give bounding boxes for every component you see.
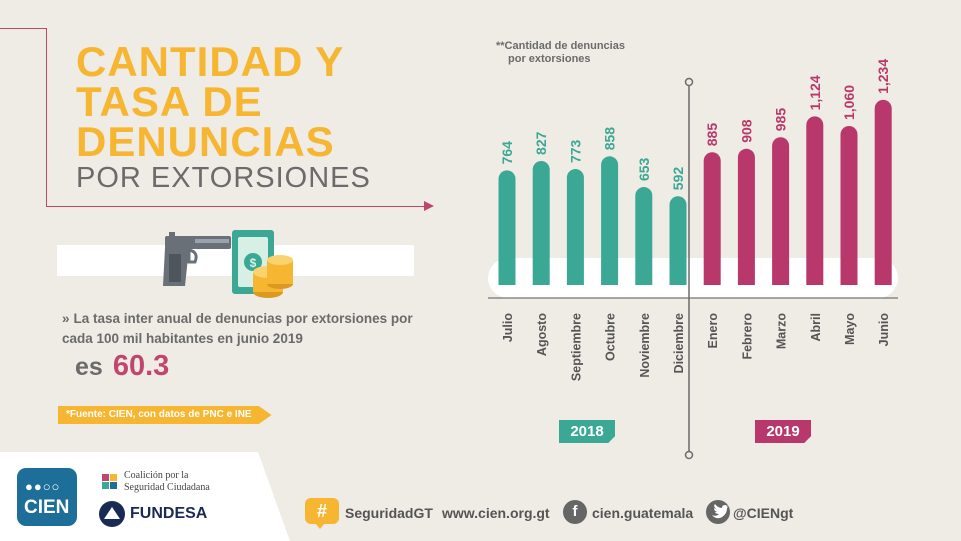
value-label-marzo: 985 bbox=[773, 108, 789, 132]
facebook-icon: f bbox=[563, 500, 587, 524]
category-label-marzo: Marzo bbox=[775, 313, 789, 349]
hashtag-icon: # bbox=[305, 498, 339, 529]
value-label-noviembre: 653 bbox=[636, 157, 652, 181]
bar-julio bbox=[498, 170, 516, 285]
frame-arrow-icon bbox=[424, 201, 434, 211]
title-line-3: DENUNCIAS bbox=[76, 118, 335, 165]
cien-logo-dots-icon: ●●○○ bbox=[25, 479, 61, 494]
chart-note-line-1: **Cantidad de denuncias bbox=[496, 40, 625, 52]
value-label-septiembre: 773 bbox=[567, 139, 583, 163]
title-line-2: TASA DE bbox=[76, 78, 263, 125]
year-tag-2018: 2018 bbox=[559, 420, 615, 443]
cien-logo: ●●○○ CIEN bbox=[17, 468, 77, 526]
twitter-icon bbox=[706, 500, 730, 524]
chart-baseline-band bbox=[488, 258, 898, 298]
hashtag-link[interactable]: SeguridadGT bbox=[345, 505, 433, 521]
value-label-octubre: 858 bbox=[602, 127, 618, 151]
cien-logo-text: CIEN bbox=[24, 497, 70, 518]
frame-vertical-line bbox=[46, 28, 47, 207]
frame-top-line bbox=[0, 28, 47, 29]
bar-octubre bbox=[601, 156, 619, 285]
bar-marzo bbox=[772, 137, 790, 285]
twitter-link[interactable]: @CIENgt bbox=[733, 505, 794, 521]
rate-description: » La tasa inter anual de denuncias por ex… bbox=[62, 309, 422, 349]
bullet-icon: » bbox=[62, 311, 70, 326]
value-label-mayo: 1,060 bbox=[841, 85, 857, 120]
bar-mayo bbox=[840, 126, 858, 285]
chart-note: **Cantidad de denuncias por extorsiones bbox=[496, 40, 625, 66]
bar-abril bbox=[806, 116, 824, 286]
value-label-enero: 885 bbox=[704, 123, 720, 147]
coalicion-text: Coalición por la Seguridad Ciudadana bbox=[124, 470, 210, 494]
facebook-link[interactable]: cien.guatemala bbox=[592, 505, 694, 521]
value-label-julio: 764 bbox=[499, 141, 515, 165]
subtitle: POR EXTORSIONES bbox=[76, 162, 371, 194]
coalicion-text-line-1: Coalición por la bbox=[124, 470, 189, 481]
rate-value: 60.3 bbox=[112, 350, 170, 382]
coins-icon bbox=[253, 255, 293, 298]
category-label-enero: Enero bbox=[706, 313, 720, 349]
category-label-diciembre: Diciembre bbox=[672, 313, 686, 373]
value-label-junio: 1,234 bbox=[875, 59, 891, 94]
website-link[interactable]: www.cien.org.gt bbox=[442, 505, 550, 521]
category-label-agosto: Agosto bbox=[535, 313, 549, 356]
category-label-junio: Junio bbox=[877, 313, 891, 347]
category-label-abril: Abril bbox=[809, 313, 823, 341]
rate-description-text: La tasa inter anual de denuncias por ext… bbox=[62, 311, 413, 346]
year-divider-bottom-dot bbox=[684, 450, 694, 460]
fundesa-text: FUNDESA bbox=[130, 505, 208, 522]
bar-noviembre bbox=[635, 187, 653, 285]
year-divider-top-dot bbox=[684, 77, 694, 87]
category-label-noviembre: Noviembre bbox=[638, 313, 652, 378]
bar-enero bbox=[703, 152, 721, 285]
value-label-agosto: 827 bbox=[533, 131, 549, 155]
gun-icon bbox=[163, 232, 231, 286]
bar-septiembre bbox=[566, 169, 584, 285]
fundesa-emblem-icon bbox=[99, 501, 125, 527]
coalicion-text-line-2: Seguridad Ciudadana bbox=[124, 482, 210, 493]
rate-prefix: es bbox=[75, 353, 103, 381]
frame-horizontal-line bbox=[46, 206, 426, 207]
coalicion-emblem-icon bbox=[102, 474, 117, 489]
value-label-febrero: 908 bbox=[738, 119, 754, 143]
rate-value-line: es 60.3 bbox=[75, 350, 169, 383]
coalicion-logo: Coalición por la Seguridad Ciudadana bbox=[98, 468, 228, 498]
year-tag-2019: 2019 bbox=[755, 420, 811, 443]
value-label-diciembre: 592 bbox=[670, 167, 686, 191]
category-label-octubre: Octubre bbox=[604, 313, 618, 361]
svg-text:$: $ bbox=[250, 256, 257, 270]
chart-note-line-2: por extorsiones bbox=[508, 53, 591, 65]
bar-febrero bbox=[737, 148, 755, 285]
category-label-mayo: Mayo bbox=[843, 313, 857, 345]
source-note: *Fuente: CIEN, con datos de PNC e INE bbox=[58, 406, 272, 424]
bar-junio bbox=[874, 99, 892, 286]
bar-agosto bbox=[532, 160, 550, 285]
fundesa-logo: FUNDESA bbox=[98, 500, 228, 530]
category-label-julio: Julio bbox=[501, 313, 515, 343]
title-line-1: CANTIDAD Y bbox=[76, 38, 345, 85]
value-label-abril: 1,124 bbox=[807, 75, 823, 110]
category-label-febrero: Febrero bbox=[740, 313, 754, 360]
bar-diciembre bbox=[669, 196, 687, 285]
category-label-septiembre: Septiembre bbox=[569, 313, 583, 381]
